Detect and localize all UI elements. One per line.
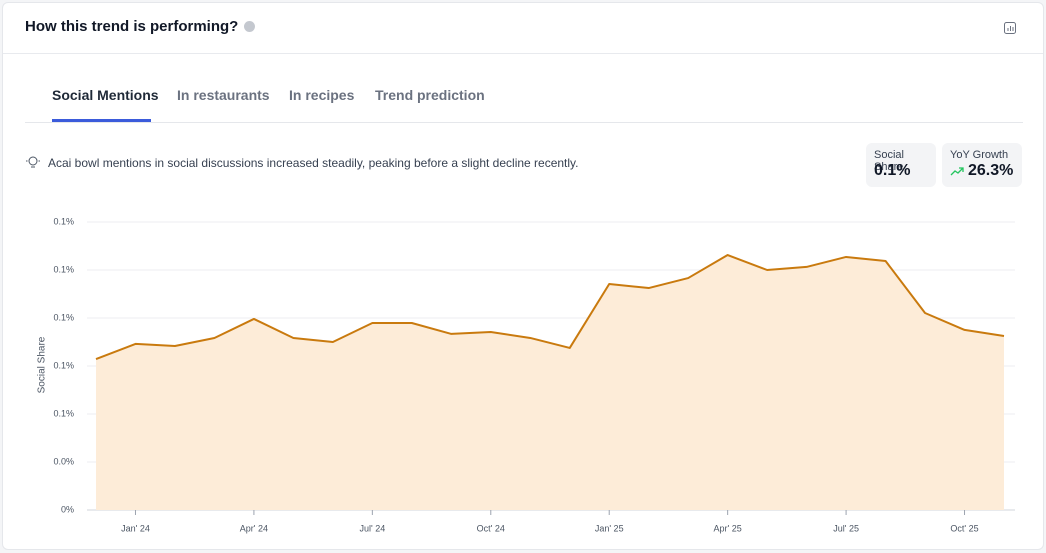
active-tab-indicator — [52, 119, 151, 122]
info-icon[interactable] — [244, 21, 256, 32]
stat-label: YoY Growth — [950, 149, 1009, 161]
y-tick-label: 0.1% — [53, 408, 74, 418]
x-tick-label: Jul' 24 — [359, 523, 385, 533]
y-axis-label: Social Share — [37, 336, 48, 393]
area — [96, 255, 1004, 510]
x-tick-label: Jan' 24 — [121, 523, 150, 533]
export-icon[interactable] — [1003, 21, 1017, 35]
x-tick-label: Jan' 25 — [595, 523, 624, 533]
x-tick-label: Apr' 25 — [714, 523, 742, 533]
tab[interactable]: In restaurants — [177, 87, 270, 103]
header: How this trend is performing? — [3, 3, 1043, 54]
stat-card: Social Share 0.1% — [866, 143, 936, 187]
panel-title: How this trend is performing? — [25, 18, 256, 35]
tab[interactable]: Social Mentions — [52, 87, 159, 103]
y-tick-label: 0% — [61, 504, 74, 514]
tab-bar: Social Mentions In restaurants In recipe… — [25, 71, 1023, 123]
tab[interactable]: In recipes — [289, 87, 355, 103]
trend-up-icon — [950, 167, 964, 176]
y-tick-label: 0.1% — [53, 360, 74, 370]
x-tick-label: Apr' 24 — [240, 523, 268, 533]
x-tick-label: Oct' 24 — [477, 523, 505, 533]
stat-label: Social Share — [874, 149, 904, 173]
tab[interactable]: Trend prediction — [375, 87, 485, 103]
line — [95, 254, 1005, 361]
y-tick-label: 0.1% — [53, 216, 74, 226]
x-tick-label: Jul' 25 — [833, 523, 859, 533]
bulb-icon — [26, 156, 40, 168]
stat-card: YoY Growth 26.3% — [942, 143, 1022, 187]
y-tick-label: 0.1% — [53, 312, 74, 322]
y-tick-label: 0.0% — [53, 456, 74, 466]
title-text: How this trend is performing? — [25, 18, 239, 35]
insight-text: Acai bowl mentions in social discussions… — [48, 156, 579, 170]
x-tick-label: Oct' 25 — [950, 523, 978, 533]
stat-value: 0.1% — [874, 162, 911, 179]
y-tick-label: 0.1% — [53, 264, 74, 274]
stat-value: 26.3% — [968, 162, 1014, 179]
